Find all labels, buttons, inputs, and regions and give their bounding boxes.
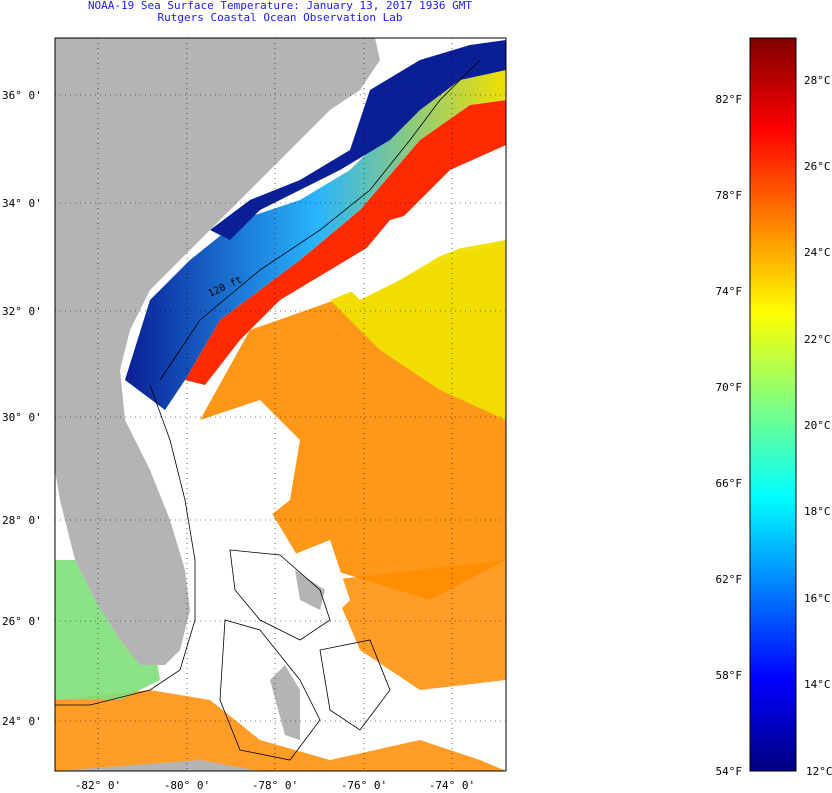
land-bahamas [270,665,300,740]
colorbar-c-label: 14°C [804,678,831,691]
colorbar-f-label: 82°F [716,93,743,106]
colorbar-f-label: 70°F [716,381,743,394]
colorbar-f-label: 74°F [716,285,743,298]
land-us-coast [55,38,380,665]
lon-label: -82° 0' [75,779,121,792]
cold-nearshore-water [210,40,506,240]
grid-lines [55,38,506,771]
cloud-patch [190,400,300,540]
colorbar-c-label: 12°C [806,765,832,778]
gulf-stream [185,100,506,385]
colorbar-f-label: 62°F [716,573,743,586]
lat-label: 32° 0' [2,305,42,318]
bank-contour [319,639,391,731]
lat-label: 24° 0' [2,715,42,728]
land-bahamas [295,570,325,610]
bahamas-water [55,690,506,771]
colorbar-c-label: 16°C [804,592,831,605]
colorbar [749,37,797,772]
lon-label: -80° 0' [164,779,210,792]
lat-label: 26° 0' [2,615,42,628]
map-title: NOAA-19 Sea Surface Temperature: January… [87,0,473,12]
colorbar-f-label: 54°F [716,765,743,778]
shelf-water-cool [125,55,506,410]
lat-label: 36° 0' [2,89,42,102]
lat-label: 34° 0' [2,197,42,210]
depth-contour [55,384,196,706]
colorbar-c-label: 28°C [804,74,831,87]
sst-layer [55,38,506,771]
colorbar-c-label: 24°C [804,246,831,259]
warm-water-region-south [330,560,506,690]
colorbar-c-label: 18°C [804,505,831,518]
colorbar-c-label: 22°C [804,333,831,346]
cloud-patch [340,200,506,300]
colorbar-c-label: 26°C [804,160,831,173]
lat-label: 28° 0' [2,514,42,527]
map-frame [54,37,507,772]
bank-contour [229,549,331,641]
lat-label: 30° 0' [2,411,42,424]
lon-label: -76° 0' [341,779,387,792]
land-cuba-strip [55,760,260,771]
colorbar-f-label: 66°F [716,477,743,490]
map-subtitle: Rutgers Coastal Ocean Observation Lab [157,11,403,24]
lon-label: -74° 0' [429,779,475,792]
colorbar-c-label: 20°C [804,419,831,432]
colorbar-f-label: 78°F [716,189,743,202]
bank-contour [219,619,321,761]
depth-contour [159,59,481,381]
lon-label: -78° 0' [252,779,298,792]
mid-water-region [330,230,506,420]
colorbar-f-label: 58°F [716,669,743,682]
